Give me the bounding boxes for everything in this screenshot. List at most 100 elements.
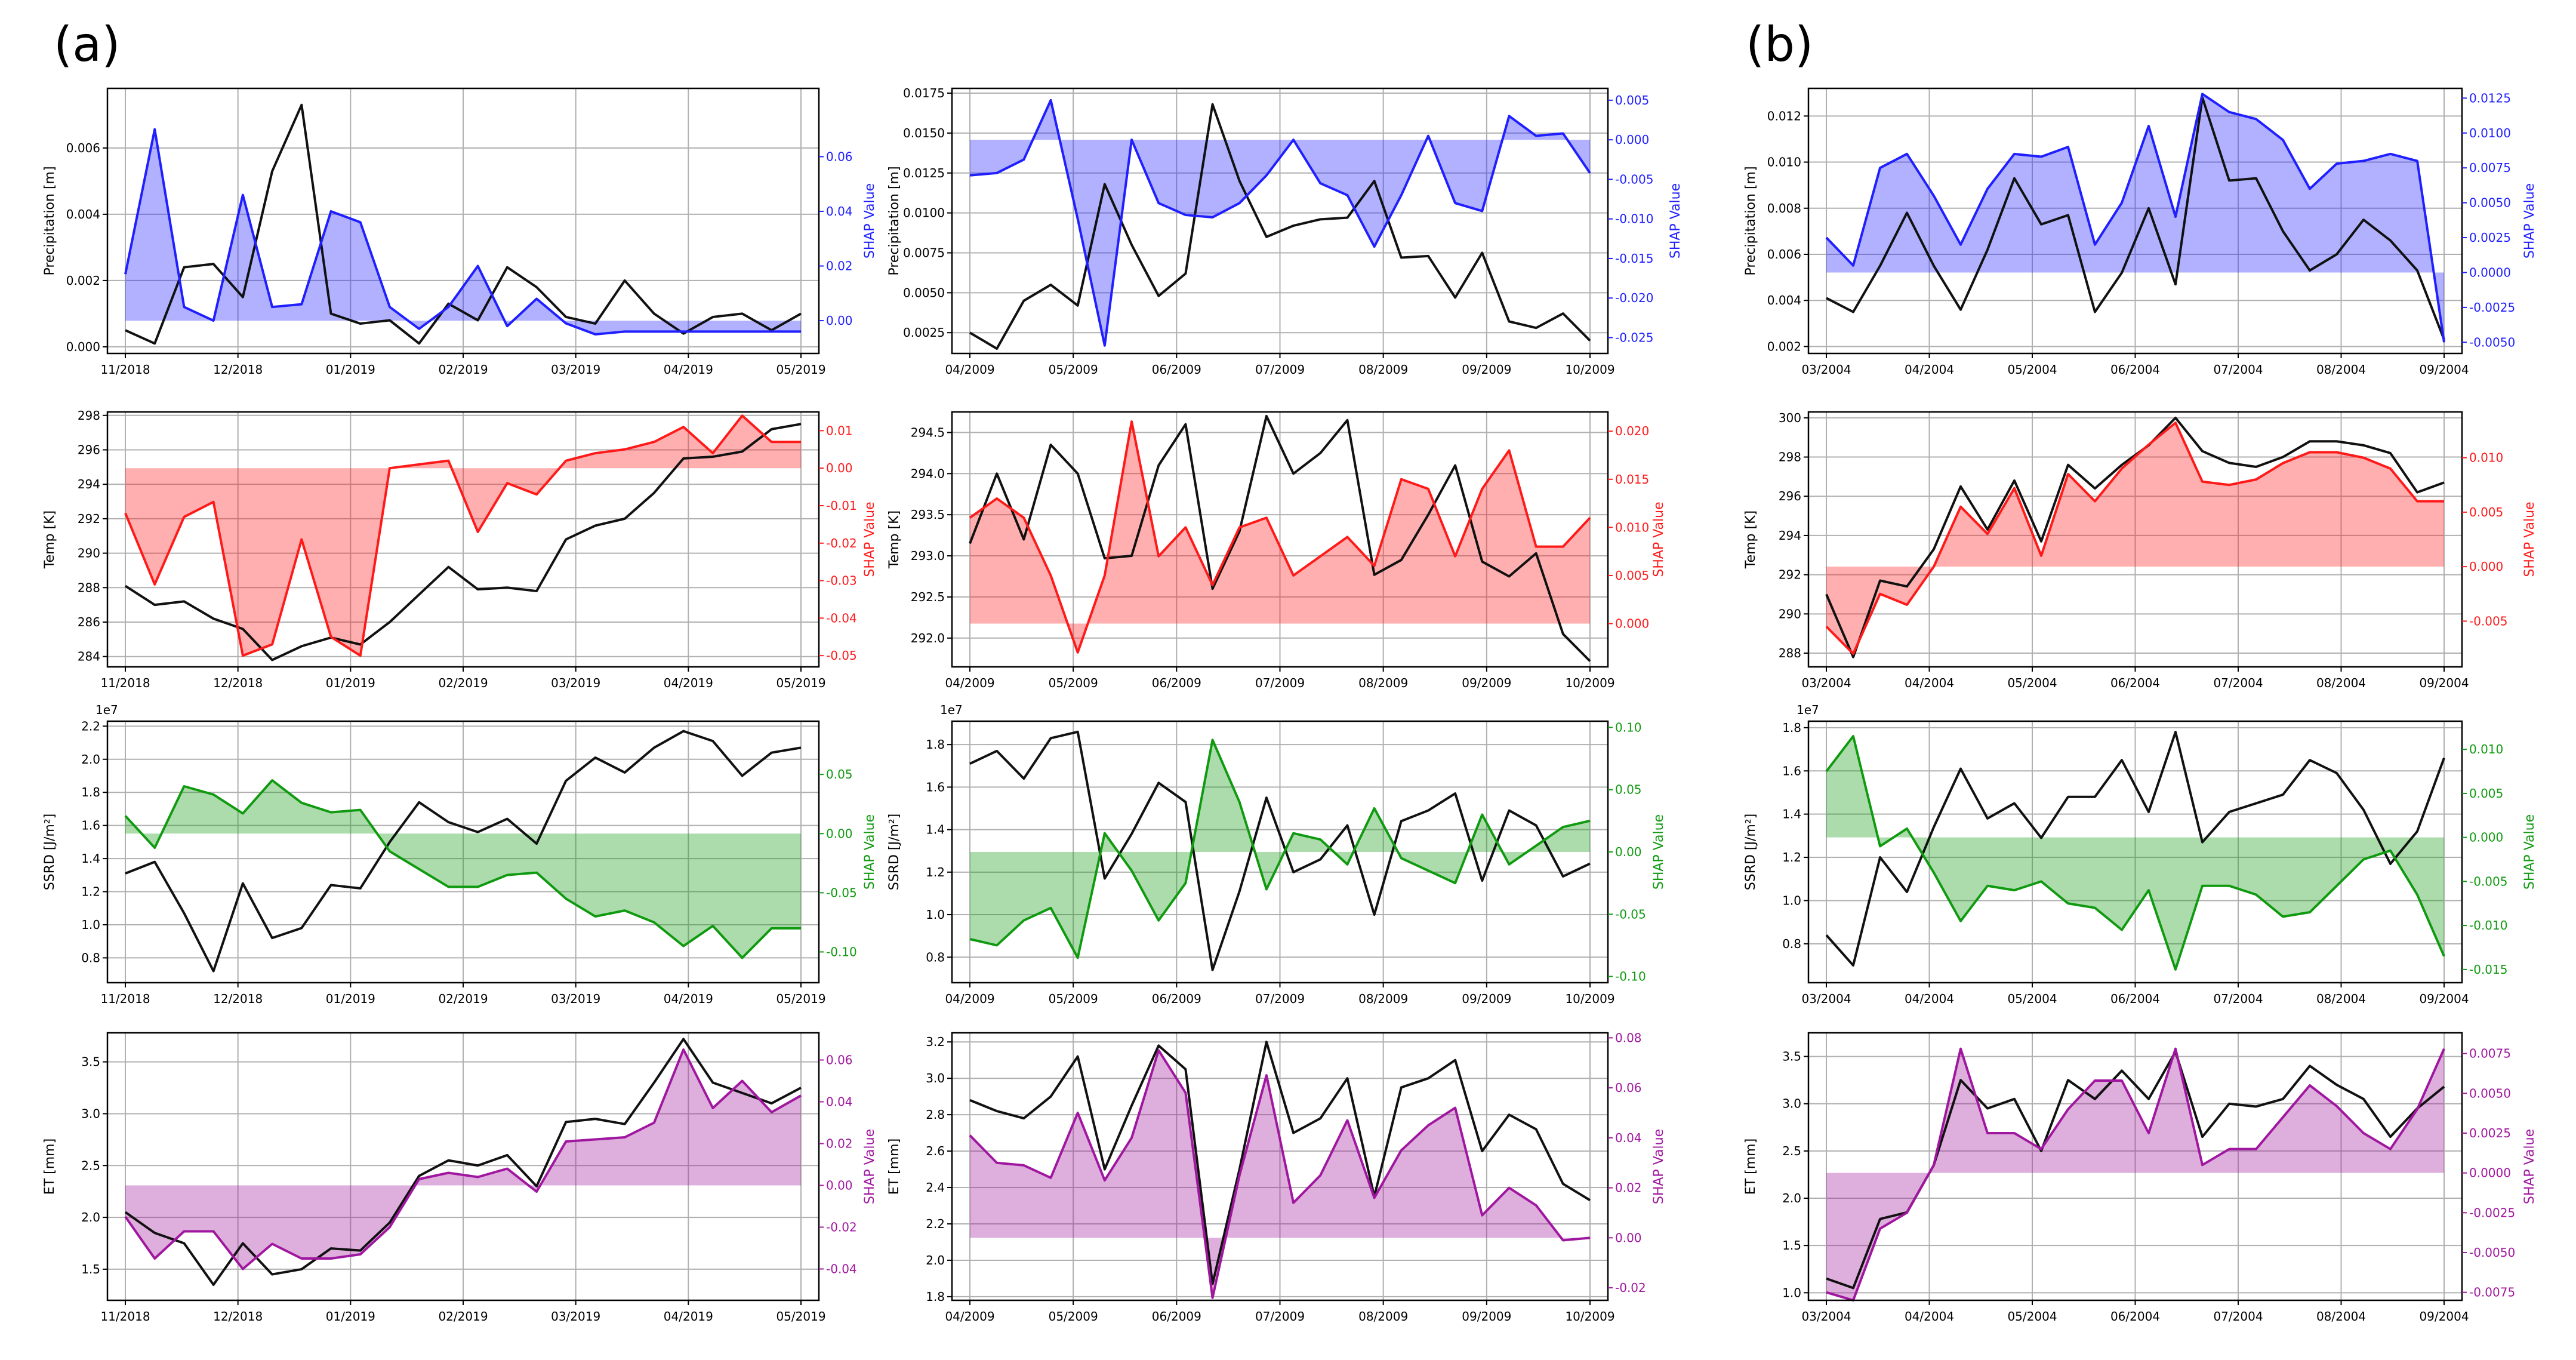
x-tick-label: 11/2018: [100, 1309, 150, 1324]
y-tick-label: 1.8: [926, 1290, 945, 1304]
y-tick-label: 284: [78, 650, 100, 664]
x-tick-label: 06/2004: [2110, 992, 2160, 1006]
y-tick-label: 2.2: [81, 719, 100, 733]
y-scale-note: 1e7: [1797, 703, 1819, 717]
y2-tick-label: 0.01: [826, 423, 853, 438]
y-tick-label: 292: [1779, 568, 1801, 582]
y-scale-note: 1e7: [95, 703, 118, 717]
x-tick-label: 04/2009: [945, 992, 994, 1006]
y-scale-note: 1e7: [940, 703, 963, 717]
x-tick-label: 01/2019: [326, 676, 375, 690]
x-tick-label: 06/2004: [2110, 362, 2160, 377]
y-tick-label: 2.6: [926, 1144, 945, 1158]
x-tick-label: 06/2009: [1152, 676, 1201, 690]
y2-tick-label: 0.04: [826, 204, 853, 219]
x-tick-label: 08/2009: [1358, 1309, 1408, 1324]
y-tick-label: 294.5: [911, 425, 945, 439]
chart-panel-4: 11/2018 12/2018 01/2019 02/2019 03/2019 04/20…: [42, 408, 877, 690]
panel-label-a: (a): [54, 17, 121, 72]
y-tick-label: 1.5: [1782, 1238, 1801, 1253]
x-tick-label: 05/2009: [1049, 676, 1098, 690]
x-tick-label: 08/2009: [1358, 992, 1408, 1006]
x-tick-label: 03/2019: [551, 362, 600, 377]
y-tick-label: 1.4: [1782, 807, 1801, 821]
y-tick-label: 1.6: [81, 819, 100, 833]
y-tick-label: 1.2: [81, 885, 100, 899]
y-tick-label: 294: [78, 477, 100, 491]
x-tick-label: 08/2004: [2316, 676, 2366, 690]
y-tick-label: 0.0100: [903, 206, 945, 220]
y-axis-label: SSRD [J/m²]: [887, 814, 902, 890]
y2-axis-label: SHAP Value: [862, 183, 877, 259]
variable-line: [969, 414, 1591, 662]
y-tick-label: 0.004: [1767, 293, 1801, 307]
y2-tick-label: -0.01: [826, 499, 857, 513]
x-tick-label: 09/2009: [1462, 676, 1511, 690]
y2-axis-label: SHAP Value: [1651, 501, 1666, 577]
y2-tick-label: -0.0050: [2469, 335, 2515, 349]
y-tick-label: 286: [78, 615, 100, 629]
x-tick-label: 04/2019: [664, 362, 713, 377]
y-tick-label: 0.8: [926, 950, 945, 964]
y2-tick-label: -0.0050: [2469, 1245, 2515, 1260]
y2-tick-label: 0.05: [1615, 783, 1642, 797]
shap-area: [125, 129, 801, 334]
y2-tick-label: 0.005: [2469, 505, 2503, 519]
y2-axis-label: SHAP Value: [862, 814, 877, 890]
y-tick-label: 2.2: [926, 1217, 945, 1231]
x-tick-label: 03/2004: [1801, 1309, 1851, 1324]
x-tick-label: 04/2004: [1905, 992, 1954, 1006]
y-tick-label: 298: [1779, 450, 1801, 464]
y-tick-label: 288: [1779, 646, 1801, 660]
y-tick-label: 0.0150: [903, 126, 945, 140]
y-tick-label: 1.8: [81, 785, 100, 799]
y2-tick-label: -0.04: [826, 1262, 857, 1276]
chart-panel-1: 11/2018 12/2018 01/2019 02/2019 03/2019 04/20…: [42, 87, 877, 377]
shap-line: [969, 739, 1591, 959]
x-tick-label: 09/2004: [2419, 992, 2469, 1006]
y2-axis-label: SHAP Value: [1651, 814, 1666, 890]
y2-tick-label: -0.005: [1615, 172, 1653, 186]
y-tick-label: 296: [78, 442, 100, 457]
y2-tick-label: 0.10: [1615, 720, 1642, 734]
y2-tick-label: 0.00: [826, 1179, 853, 1193]
y-tick-label: 0.8: [81, 950, 100, 965]
y-tick-label: 3.2: [926, 1035, 945, 1049]
y-tick-label: 292.5: [911, 590, 945, 604]
y2-tick-label: 0.0125: [2469, 91, 2511, 105]
y-tick-label: 0.002: [66, 273, 100, 288]
chart-panel-10: 11/2018 12/2018 01/2019 02/2019 03/2019 04/20…: [42, 1032, 877, 1324]
shap-area: [970, 100, 1590, 346]
x-tick-label: 04/2019: [664, 676, 713, 690]
x-tick-label: 07/2009: [1255, 1309, 1305, 1324]
y2-tick-label: 0.02: [826, 1137, 853, 1151]
y2-tick-label: -0.010: [1615, 212, 1653, 226]
shap-area: [125, 416, 801, 656]
x-tick-label: 03/2019: [551, 1309, 600, 1324]
x-tick-label: 02/2019: [438, 1309, 488, 1324]
x-tick-label: 07/2009: [1255, 676, 1305, 690]
y-tick-label: 288: [78, 580, 100, 595]
shap-area: [970, 1050, 1590, 1298]
x-tick-label: 04/2009: [945, 1309, 994, 1324]
y-tick-label: 1.4: [926, 823, 945, 837]
y2-tick-label: -0.10: [1615, 970, 1646, 984]
y2-tick-label: 0.05: [826, 767, 853, 781]
chart-panel-5: 04/2009 05/2009 06/2009 07/2009 08/2009 09/20…: [887, 411, 1666, 690]
y-tick-label: 294.0: [911, 466, 945, 481]
shap-line: [969, 99, 1591, 347]
panel-label-b: (b): [1746, 17, 1814, 72]
x-tick-label: 04/2004: [1905, 362, 1954, 377]
chart-panel-12: 03/2004 04/2004 05/2004 06/2004 07/2004 08/20…: [1743, 1032, 2537, 1324]
y2-tick-label: 0.02: [1615, 1181, 1642, 1195]
y-axis-label: ET [mm]: [42, 1139, 57, 1195]
y-tick-label: 1.2: [1782, 850, 1801, 864]
y2-tick-label: 0.06: [826, 149, 853, 164]
chart-panel-3: 03/2004 04/2004 05/2004 06/2004 07/2004 08/20…: [1743, 87, 2537, 377]
chart-panel-8: 04/2009 05/2009 06/2009 07/2009 08/2009 09/20…: [887, 703, 1666, 1006]
y2-tick-label: -0.03: [826, 574, 857, 588]
y2-tick-label: 0.020: [1615, 424, 1649, 438]
y2-tick-label: -0.05: [826, 648, 857, 663]
y-tick-label: 0.010: [1767, 155, 1801, 170]
chart-panel-9: 03/2004 04/2004 05/2004 06/2004 07/2004 08/20…: [1743, 703, 2537, 1006]
